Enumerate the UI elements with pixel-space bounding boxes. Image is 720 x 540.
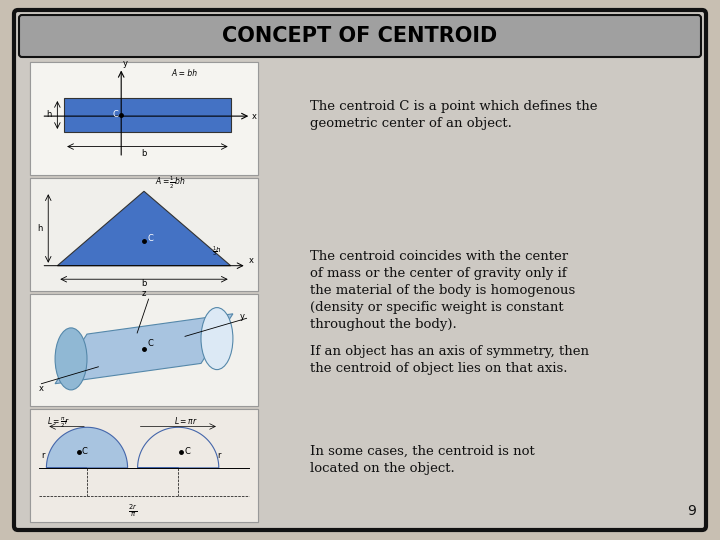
Text: h: h bbox=[37, 224, 42, 233]
Text: C: C bbox=[112, 111, 118, 119]
Text: x: x bbox=[39, 384, 44, 393]
Text: y: y bbox=[123, 59, 128, 68]
Bar bbox=[64, 98, 230, 132]
Text: C: C bbox=[82, 448, 88, 456]
Polygon shape bbox=[55, 314, 233, 384]
Text: b: b bbox=[141, 279, 147, 288]
FancyBboxPatch shape bbox=[19, 15, 701, 57]
Bar bbox=[30, 409, 258, 522]
Bar bbox=[30, 62, 258, 175]
Text: If an object has an axis of symmetry, then
the centroid of object lies on that a: If an object has an axis of symmetry, th… bbox=[310, 345, 589, 375]
Text: C: C bbox=[148, 339, 154, 348]
Ellipse shape bbox=[55, 328, 87, 390]
Text: $L=\frac{\pi}{2}r$: $L=\frac{\pi}{2}r$ bbox=[47, 415, 71, 430]
Text: r: r bbox=[42, 451, 45, 460]
Text: CONCEPT OF CENTROID: CONCEPT OF CENTROID bbox=[222, 26, 498, 46]
Text: b: b bbox=[141, 148, 147, 158]
Text: In some cases, the centroid is not
located on the object.: In some cases, the centroid is not locat… bbox=[310, 445, 535, 475]
Text: y: y bbox=[240, 312, 245, 321]
Text: C: C bbox=[148, 234, 154, 244]
Text: h: h bbox=[46, 111, 51, 119]
Text: r: r bbox=[217, 451, 220, 460]
FancyBboxPatch shape bbox=[14, 10, 706, 530]
Text: $\frac{2r}{\pi}$: $\frac{2r}{\pi}$ bbox=[128, 502, 138, 518]
Text: The centroid C is a point which defines the
geometric center of an object.: The centroid C is a point which defines … bbox=[310, 100, 598, 130]
Bar bbox=[30, 62, 258, 175]
Bar bbox=[30, 294, 258, 406]
Polygon shape bbox=[58, 191, 230, 266]
Text: C: C bbox=[184, 447, 190, 456]
Bar bbox=[30, 294, 258, 406]
Text: The centroid coincides with the center
of mass or the center of gravity only if
: The centroid coincides with the center o… bbox=[310, 250, 575, 331]
Text: x: x bbox=[252, 112, 257, 120]
Ellipse shape bbox=[201, 308, 233, 369]
Bar bbox=[30, 409, 258, 522]
Bar bbox=[30, 178, 258, 291]
Text: $A=\frac{1}{2}bh$: $A=\frac{1}{2}bh$ bbox=[156, 176, 186, 192]
Bar bbox=[30, 178, 258, 291]
Polygon shape bbox=[46, 427, 127, 468]
Text: $\frac{1}{3}h$: $\frac{1}{3}h$ bbox=[212, 245, 222, 259]
Text: 9: 9 bbox=[687, 504, 696, 518]
Text: x: x bbox=[249, 256, 254, 265]
Text: $L=\pi r$: $L=\pi r$ bbox=[174, 415, 198, 426]
Text: A = bh: A = bh bbox=[171, 69, 197, 78]
Text: z: z bbox=[142, 289, 146, 298]
